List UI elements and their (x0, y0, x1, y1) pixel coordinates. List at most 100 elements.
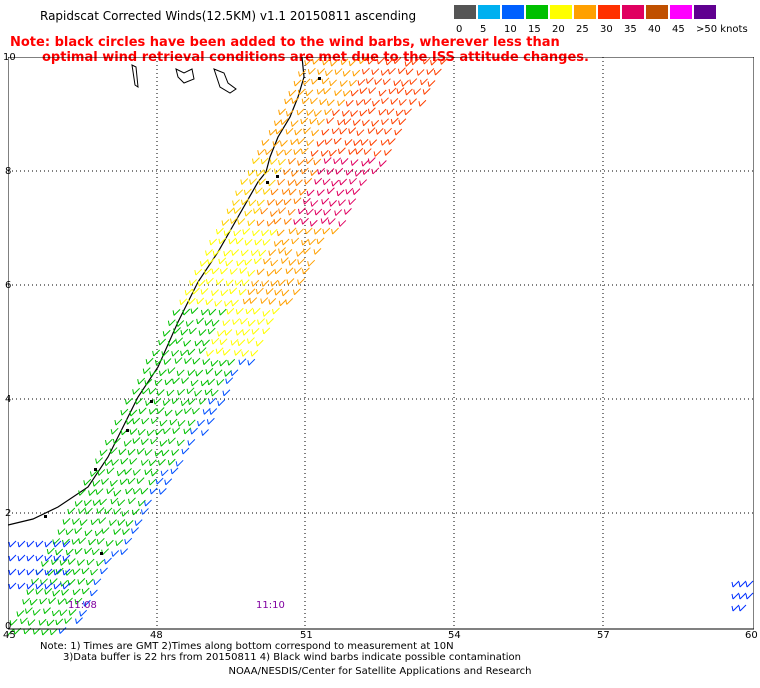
wind-barb (304, 227, 313, 235)
wind-barb (305, 89, 314, 97)
wind-barb (316, 140, 325, 147)
wind-barb (257, 318, 265, 325)
wind-barb (326, 117, 335, 124)
scale-swatch-30 (598, 5, 620, 19)
wind-barb (367, 127, 376, 134)
wind-barb (144, 499, 152, 507)
wind-barb (172, 309, 181, 316)
wind-barb (329, 199, 337, 207)
wind-barb (200, 308, 209, 316)
wind-barb (247, 269, 256, 277)
wind-barb (57, 598, 66, 605)
contamination-marker (94, 468, 97, 471)
wind-barb (378, 160, 387, 167)
wind-barb (290, 120, 299, 127)
wind-barb (322, 178, 331, 186)
wind-barb (297, 207, 306, 215)
wind-barb (225, 279, 234, 287)
wind-barb (731, 580, 740, 588)
wind-barb (285, 109, 294, 117)
wind-barb (81, 567, 90, 575)
wind-barb (371, 68, 380, 76)
wind-barb (409, 98, 417, 105)
wind-barb (179, 298, 188, 306)
wind-barb (183, 339, 192, 347)
wind-barb (300, 147, 309, 155)
wind-barb (51, 558, 59, 566)
wind-barb (284, 249, 293, 256)
wind-barb (324, 138, 333, 145)
wind-barb (170, 467, 179, 475)
wind-barb (294, 267, 302, 275)
wind-barb (197, 279, 206, 287)
wind-barb (287, 179, 296, 186)
wind-barb (223, 249, 232, 257)
wind-barb (250, 349, 259, 357)
wind-barb (224, 329, 233, 336)
wind-barb (121, 509, 130, 517)
coastline (8, 57, 305, 526)
wind-barb (205, 367, 214, 375)
scale-swatch-25 (574, 5, 596, 19)
wind-barb (110, 497, 119, 505)
wind-barb (303, 127, 311, 134)
wind-barb (296, 228, 304, 236)
wind-barb (74, 547, 83, 555)
wind-barb (433, 68, 442, 76)
wind-barb (79, 519, 88, 526)
wind-barb (384, 127, 392, 135)
wind-barb (132, 487, 141, 495)
contamination-marker (318, 77, 321, 80)
wind-barb (280, 118, 289, 125)
wind-barb (313, 110, 322, 117)
wind-barb (109, 519, 117, 526)
wind-barb (218, 308, 227, 316)
wind-barb (233, 207, 242, 214)
wind-barb (262, 310, 271, 317)
wind-barb (111, 459, 119, 466)
wind-barb (211, 267, 220, 275)
wind-barb (323, 87, 331, 95)
lon-label-60: 60 (745, 630, 758, 641)
wind-barb (91, 548, 100, 556)
scale-swatch-0 (454, 5, 476, 19)
wind-barb (243, 188, 252, 196)
wind-barb (202, 407, 211, 415)
wind-barb (284, 148, 293, 156)
wind-barb (8, 568, 17, 576)
wind-barb (361, 67, 370, 75)
wind-barb (237, 218, 246, 225)
wind-barb (302, 78, 311, 86)
wind-barb (224, 299, 232, 307)
wind-barb (65, 548, 74, 556)
wind-barb (207, 327, 216, 335)
wind-barb (164, 378, 173, 386)
wind-barb (93, 578, 102, 586)
wind-barb (306, 189, 315, 197)
wind-barb (181, 447, 190, 455)
wind-barb (323, 208, 332, 216)
wind-barb (189, 279, 198, 286)
wind-barb (215, 227, 224, 235)
wind-barb (375, 127, 384, 135)
scale-swatch-45 (670, 5, 692, 19)
wind-barb (300, 117, 309, 125)
wind-barb (294, 128, 303, 136)
wind-barb (136, 447, 145, 455)
wind-barb (268, 128, 277, 136)
wind-barb (345, 187, 354, 195)
wind-barb (314, 208, 323, 216)
wind-barb (420, 78, 428, 86)
wind-barb (359, 109, 368, 117)
wind-barb (237, 339, 246, 347)
wind-barb (288, 259, 297, 266)
wind-barb (401, 80, 409, 87)
wind-barb (120, 408, 129, 416)
wind-barb (340, 158, 349, 165)
wind-barb (254, 187, 263, 195)
wind-barb (175, 459, 184, 467)
wind-barb (288, 89, 297, 97)
wind-barb (215, 347, 224, 355)
wind-barb (71, 538, 80, 545)
wind-barb (348, 198, 357, 206)
